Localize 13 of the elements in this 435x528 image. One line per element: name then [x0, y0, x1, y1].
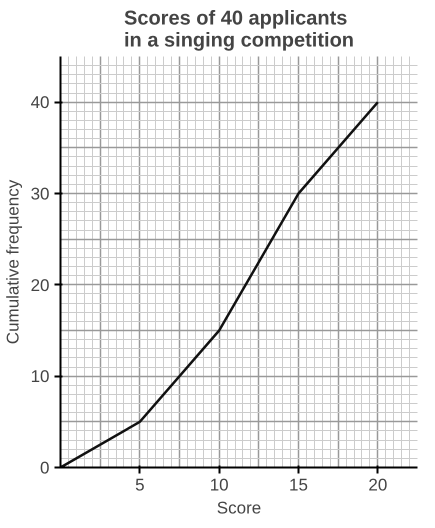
y-tick-label: 0	[40, 458, 50, 478]
y-axis-title: Cumulative frequency	[4, 179, 23, 344]
y-tick-label: 30	[30, 184, 50, 204]
x-tick-label: 15	[289, 476, 308, 494]
line-series	[60, 100, 380, 468]
chart-title: Scores of 40 applicants in a singing competition	[124, 8, 354, 52]
x-tick-label: 20	[368, 476, 388, 494]
y-tick-label: 10	[30, 367, 50, 386]
y-tick-label: 20	[30, 276, 50, 295]
y-tick-label: 40	[30, 93, 50, 112]
x-tick-label: 10	[210, 476, 229, 494]
x-tick-label: 5	[135, 476, 145, 494]
x-axis-title: Score	[216, 498, 262, 518]
